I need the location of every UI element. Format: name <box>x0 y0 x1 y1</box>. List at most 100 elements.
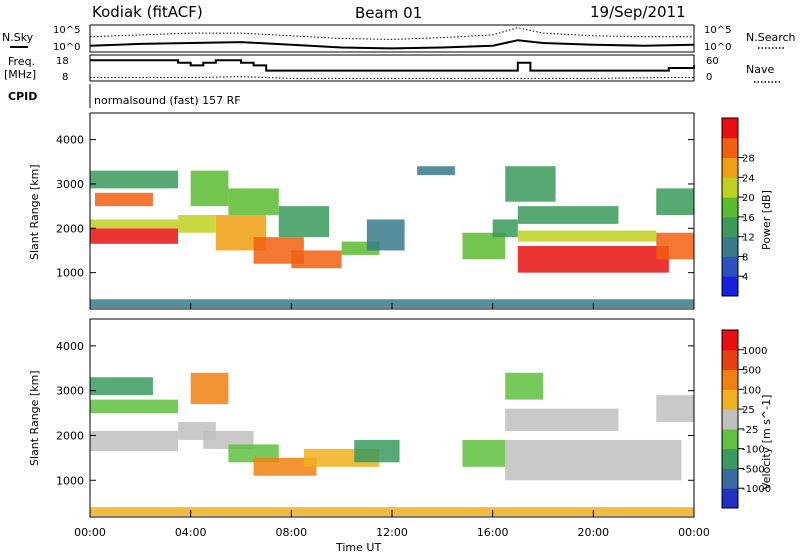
cpid-label: CPID <box>8 90 37 103</box>
velocity-cbar-label-3: 25 <box>742 405 755 416</box>
power-cbar-swatch-6 <box>722 157 738 178</box>
velocity-panel: 1000 2000 3000 4000 Slant Range [km] <box>28 318 695 518</box>
power-band-0 <box>90 228 179 244</box>
velocity-band-6 <box>253 457 317 476</box>
freq-panel-frame <box>89 54 695 82</box>
velocity-band-9 <box>462 439 506 467</box>
noise-search-label: N.Search <box>746 31 796 44</box>
power-cbar-label-5: 24 <box>742 173 755 184</box>
freq-label-2: [MHz] <box>4 68 36 81</box>
velocity-colorbar: 1000 500 100 25 -25 -100 -500 -1000 <box>721 329 771 509</box>
velocity-cbar-swatch-7 <box>722 349 738 371</box>
velocity-band-4 <box>203 430 254 449</box>
velocity-band-2 <box>90 377 153 396</box>
power-cbar-swatch-4 <box>722 197 738 218</box>
xtick-label-2: 08:00 <box>275 526 307 539</box>
velocity-ytick-label-3: 4000 <box>56 340 84 353</box>
freq-left-tick-bottom: 8 <box>62 72 68 83</box>
power-y-label: Slant Range [km] <box>28 164 41 260</box>
freq-right-tick-top: 60 <box>706 56 719 67</box>
velocity-cbar-frame <box>721 329 739 509</box>
power-band-4 <box>178 214 216 233</box>
velocity-band-12 <box>505 372 543 400</box>
power-band-2 <box>95 192 153 207</box>
velocity-band-10 <box>505 439 682 481</box>
velocity-ytick-label-2: 3000 <box>56 385 84 398</box>
date-label: 19/Sep/2011 <box>590 3 686 21</box>
velocity-band-14 <box>190 372 229 405</box>
velocity-band-0 <box>90 430 179 452</box>
noise-panel-frame <box>89 24 695 53</box>
power-cbar-swatch-0 <box>722 276 738 297</box>
velocity-band-13 <box>656 395 694 423</box>
power-cbar-swatch-7 <box>722 137 738 159</box>
velocity-cbar-label-6: -500 <box>742 464 765 475</box>
velocity-ytick-label-0: 1000 <box>56 474 84 487</box>
power-band-5 <box>190 170 229 207</box>
nave-series <box>90 76 694 79</box>
noise-left-tick-top: 10^5 <box>53 25 80 36</box>
xtick-label-0: 00:00 <box>74 526 106 539</box>
power-colorbar: 4 8 12 16 20 24 28 <box>721 117 755 297</box>
noise-search-series <box>89 27 694 40</box>
power-ytick-label-0: 1000 <box>56 267 84 280</box>
cpid-text: normalsound (fast) 157 RF <box>94 94 241 107</box>
freq-panel: Freq. [MHz] 18 8 60 0 Nave <box>4 54 780 83</box>
time-axis-label: Time UT <box>335 541 381 554</box>
velocity-cbar-label-2: 100 <box>742 385 761 396</box>
power-band-10 <box>278 206 330 238</box>
power-band-21 <box>417 166 455 176</box>
power-panel: 1000 2000 3000 4000 Slant Range [km] <box>28 112 695 310</box>
power-cbar-swatch-5 <box>722 177 738 198</box>
beam-label: Beam 01 <box>355 4 422 22</box>
velocity-y-label: Slant Range [km] <box>28 370 41 466</box>
power-band-7 <box>228 188 279 215</box>
velocity-cbar-label-5: -100 <box>742 445 765 456</box>
nave-label: Nave <box>746 63 774 76</box>
power-cbar-label-3: 16 <box>742 213 755 224</box>
velocity-cbar-label-1: 500 <box>742 366 761 377</box>
power-band-3 <box>90 170 179 189</box>
freq-label-1: Freq. <box>8 55 35 68</box>
power-cbar-swatch-8 <box>722 118 738 139</box>
power-band-15 <box>517 246 669 273</box>
power-ytick-label-2: 3000 <box>56 178 84 191</box>
velocity-cbar-swatch-8 <box>722 330 738 351</box>
power-cbar-label-6: 28 <box>742 154 755 165</box>
power-colorbar-label: Power [dB] <box>760 190 773 250</box>
velocity-cbar-swatch-4 <box>722 409 738 430</box>
power-band-12 <box>366 219 405 251</box>
velocity-cbar-swatch-2 <box>722 448 738 469</box>
velocity-cbar-label-7: -1000 <box>742 484 771 495</box>
power-cbar-label-1: 8 <box>742 252 748 263</box>
noise-right-tick-bottom: 10^0 <box>704 42 731 53</box>
xtick-label-5: 20:00 <box>577 526 609 539</box>
noise-left-tick-bottom: 10^0 <box>53 42 80 53</box>
velocity-cbar-swatch-5 <box>722 389 738 410</box>
power-band-18 <box>505 166 556 202</box>
power-band-16 <box>517 230 657 242</box>
velocity-cbar-swatch-3 <box>722 428 738 450</box>
power-ytick-label-1: 2000 <box>56 222 84 235</box>
velocity-cbar-swatch-1 <box>722 468 738 489</box>
velocity-band-11 <box>505 408 619 431</box>
noise-right-tick-top: 10^5 <box>704 25 731 36</box>
station-title: Kodiak (fitACF) <box>92 3 203 21</box>
power-ytick-label-3: 4000 <box>56 134 84 147</box>
velocity-cbar-swatch-0 <box>722 488 738 509</box>
power-cbar-swatch-2 <box>722 236 738 257</box>
velocity-cbar-swatch-6 <box>722 369 738 390</box>
power-band-20 <box>656 188 694 215</box>
noise-sky-label: N.Sky <box>2 31 34 44</box>
freq-series <box>90 59 695 72</box>
velocity-colorbar-label: Velocity [m s^-1] <box>760 395 773 490</box>
power-cbar-swatch-1 <box>722 256 738 277</box>
xtick-label-6: 00:00 <box>678 526 710 539</box>
velocity-band-1 <box>90 399 179 414</box>
time-axis: 00:00 04:00 08:00 12:00 16:00 20:00 00:00 <box>74 303 710 539</box>
power-y-ticks: 1000 2000 3000 4000 <box>56 134 694 280</box>
velocity-cbar-label-4: -25 <box>742 425 758 436</box>
power-band-14 <box>492 219 518 238</box>
power-band-1 <box>90 219 179 229</box>
